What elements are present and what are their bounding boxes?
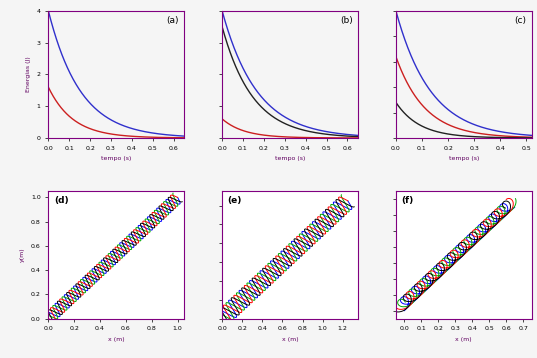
Text: (a): (a) xyxy=(166,16,179,25)
Y-axis label: y(m): y(m) xyxy=(20,248,25,262)
X-axis label: x (m): x (m) xyxy=(282,337,298,342)
X-axis label: tempo (s): tempo (s) xyxy=(448,156,479,161)
Text: (b): (b) xyxy=(340,16,353,25)
Text: (e): (e) xyxy=(228,197,242,205)
Text: (f): (f) xyxy=(401,197,413,205)
Text: (c): (c) xyxy=(514,16,526,25)
X-axis label: tempo (s): tempo (s) xyxy=(101,156,132,161)
X-axis label: tempo (s): tempo (s) xyxy=(275,156,305,161)
Y-axis label: Energias (J): Energias (J) xyxy=(26,57,31,92)
X-axis label: x (m): x (m) xyxy=(108,337,125,342)
Text: (d): (d) xyxy=(54,197,68,205)
X-axis label: x (m): x (m) xyxy=(455,337,472,342)
